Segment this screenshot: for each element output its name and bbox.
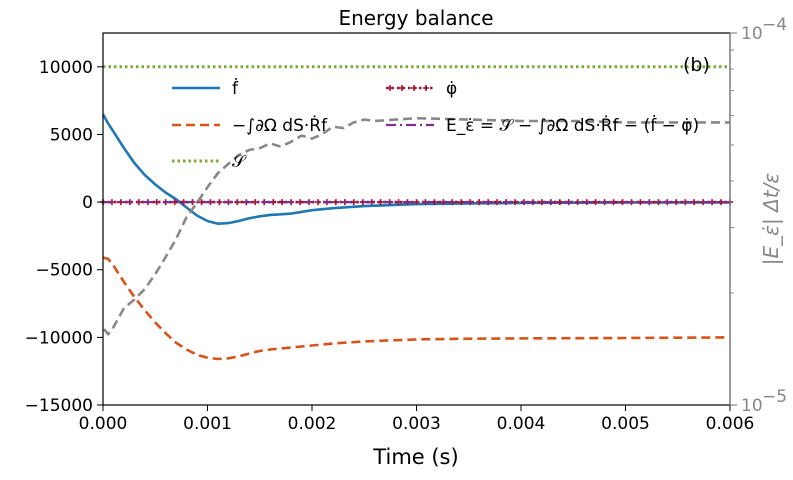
legend: ḟ φ̇ −∫∂Ω dS·Ṙf E_ε̇ = 𝒮 − ∫∂Ω dS·Ṙf − (ḟ −… [172,77,699,172]
chart-title: Energy balance [338,6,493,30]
axes-layer: 0.000 0.001 0.002 0.003 0.004 0.005 0.006 −1500… [25,15,787,434]
series-line-5 [102,116,730,336]
legend-entry-1: −∫∂Ω dS·Ṙf [172,115,328,136]
y-tick-label: −15000 [25,396,93,416]
series-layer [100,65,733,361]
y-tick-label: −10000 [25,328,93,348]
y-tick-label: 5000 [50,125,93,145]
y-right-tick-label: 10 [741,396,763,416]
x-tick-label: 0.000 [79,414,128,434]
series-5 [102,116,730,336]
legend-label: 𝒮 [232,152,247,172]
x-axis-label: Time (s) [372,445,458,469]
legend-label: −∫∂Ω dS·Ṙf [232,115,328,136]
series-line-0 [101,113,731,225]
y-tick-label: 10000 [39,58,93,78]
legend-label: E_ε̇ = 𝒮 − ∫∂Ω dS·Ṙf − (ḟ − φ̇) [446,114,699,136]
legend-entry-0: ḟ [172,77,239,99]
x-tick-label: 0.006 [706,414,755,434]
legend-marker [411,85,417,91]
x-tick-label: 0.002 [288,414,337,434]
series-0 [101,113,731,225]
y-tick-label: 0 [82,193,93,213]
legend-label: φ̇ [446,79,457,99]
y-right-tick-label: 10 [741,24,763,44]
x-tick-label: 0.005 [601,414,650,434]
x-tick-label: 0.004 [497,414,546,434]
legend-entry-3: φ̇ [386,79,457,99]
y-right-tick-exponent: −5 [762,387,787,407]
legend-entry-2: 𝒮 [172,152,247,172]
series-1 [102,256,731,361]
legend-marker [399,85,405,91]
legend-entry-4: E_ε̇ = 𝒮 − ∫∂Ω dS·Ṙf − (ḟ − φ̇) [386,114,699,136]
x-tick-label: 0.001 [183,414,232,434]
y-tick-label: −5000 [35,261,93,281]
y-right-tick-exponent: −4 [762,15,787,35]
x-tick-label: 0.003 [392,414,441,434]
y-right-axis-label: |E_ε̇| Δt/ε [759,173,783,266]
legend-label: ḟ [232,77,239,99]
panel-label: (b) [683,54,710,76]
legend-marker [387,85,393,91]
legend-marker [423,85,429,91]
series-line-1 [102,256,731,361]
